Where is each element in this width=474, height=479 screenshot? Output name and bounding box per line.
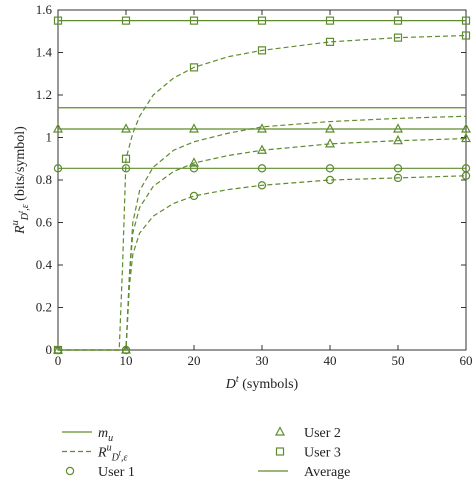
legend-label: User 3 (304, 446, 341, 461)
marker (325, 175, 335, 185)
x-tick-label: 0 (55, 353, 62, 368)
series-line (58, 137, 467, 351)
marker (275, 447, 285, 456)
marker (257, 16, 267, 25)
marker (393, 16, 403, 25)
label-part: User 3 (304, 446, 341, 461)
marker (461, 132, 471, 143)
marker (257, 181, 267, 190)
series-line (58, 34, 467, 351)
marker (325, 123, 335, 133)
x-tick-label: 50 (392, 353, 405, 368)
marker (393, 33, 403, 42)
series-line (58, 115, 467, 351)
marker (393, 123, 403, 133)
marker (257, 46, 267, 55)
marker (325, 164, 335, 173)
marker (275, 426, 285, 436)
label-part: D (225, 377, 236, 392)
x-tick-label: 20 (188, 353, 201, 368)
marker (189, 164, 199, 173)
label-part: User 1 (98, 465, 135, 479)
series-line (58, 175, 467, 351)
marker (461, 123, 471, 133)
y-tick-label: 1.6 (36, 2, 53, 17)
label-part: ,ε (121, 453, 128, 464)
y-tick-label: 1.2 (36, 87, 52, 102)
marker (121, 123, 131, 133)
marker (53, 16, 63, 25)
legend-label: Average (304, 465, 350, 479)
y-axis-label: RuDt,ε (bits/symbol) (10, 126, 31, 235)
marker (121, 154, 131, 163)
label-part: (bits/symbol) (13, 126, 28, 205)
marker (189, 63, 199, 72)
marker (325, 37, 335, 46)
marker (393, 134, 403, 145)
x-axis-label: Dt (symbols) (225, 374, 299, 392)
label-part: u (107, 443, 112, 454)
marker (257, 164, 267, 173)
y-tick-label: 0.6 (36, 215, 53, 230)
label-part: User 2 (304, 426, 341, 441)
marker (325, 16, 335, 25)
marker (53, 123, 63, 133)
marker (257, 123, 267, 133)
x-tick-label: 30 (256, 353, 269, 368)
y-tick-label: 1 (46, 130, 53, 145)
marker (53, 164, 63, 173)
x-tick-label: 40 (324, 353, 337, 368)
marker (121, 164, 131, 173)
y-tick-label: 0.4 (36, 257, 53, 272)
label-part: R (97, 446, 107, 461)
legend-label: RuDt,ε (97, 443, 128, 464)
x-tick-label: 10 (120, 353, 133, 368)
marker (121, 344, 131, 354)
y-tick-label: 1.4 (36, 45, 53, 60)
marker (65, 466, 75, 476)
label-part: m (98, 426, 108, 441)
marker (325, 138, 335, 148)
label-part: u (10, 220, 21, 225)
marker (189, 191, 199, 201)
marker (189, 123, 199, 133)
label-part: Average (304, 465, 350, 479)
label-part: u (108, 433, 113, 444)
y-tick-label: 0.8 (36, 172, 52, 187)
plot-frame (57, 9, 467, 351)
y-tick-label: 0.2 (36, 300, 52, 315)
label-part: ,ε (20, 204, 31, 211)
label-part: t (16, 210, 25, 213)
marker (393, 164, 403, 173)
label-part: R (13, 225, 28, 235)
legend-label: mu (98, 426, 113, 444)
x-tick-label: 60 (460, 353, 473, 368)
marker (189, 157, 199, 167)
legend-label: User 2 (304, 426, 341, 441)
marker (257, 144, 267, 154)
label-part: t (119, 449, 122, 458)
y-tick-label: 0 (46, 342, 53, 357)
marker (189, 16, 199, 25)
marker (461, 16, 471, 25)
label-part: (symbols) (239, 377, 299, 392)
label-part: D (111, 453, 120, 464)
marker (461, 171, 471, 180)
marker (121, 16, 131, 25)
marker (461, 31, 471, 40)
marker (393, 173, 403, 183)
legend-label: User 1 (98, 465, 135, 479)
label-part: t (236, 374, 239, 385)
label-part: D (20, 212, 31, 221)
